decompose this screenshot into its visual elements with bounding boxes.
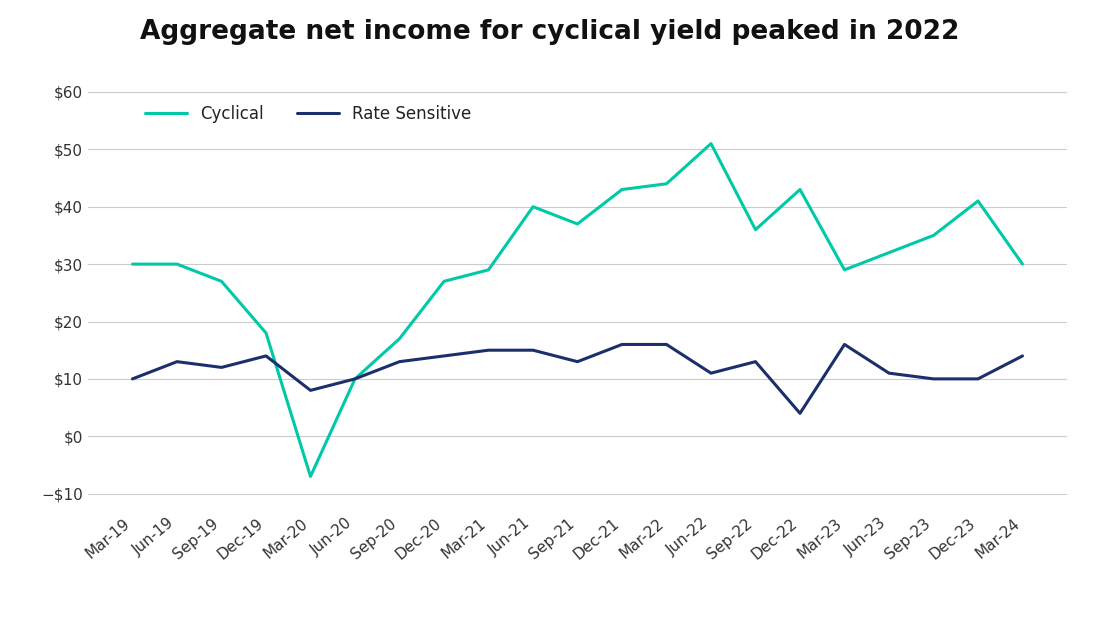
Cyclical — [749, 226, 762, 234]
Rate Sensitive — [170, 358, 184, 366]
Rate Sensitive — [927, 375, 940, 383]
Rate Sensitive — [793, 409, 806, 417]
Rate Sensitive — [260, 352, 273, 359]
Cyclical — [393, 335, 406, 343]
Rate Sensitive — [882, 369, 895, 377]
Rate Sensitive — [704, 369, 717, 377]
Cyclical — [660, 180, 673, 188]
Cyclical — [927, 232, 940, 239]
Cyclical — [170, 260, 184, 268]
Cyclical — [349, 375, 362, 383]
Rate Sensitive — [749, 358, 762, 366]
Cyclical — [214, 278, 228, 285]
Cyclical — [971, 197, 984, 205]
Rate Sensitive — [971, 375, 984, 383]
Cyclical — [125, 260, 139, 268]
Rate Sensitive — [125, 375, 139, 383]
Cyclical — [882, 249, 895, 257]
Cyclical — [438, 278, 451, 285]
Cyclical — [260, 329, 273, 336]
Cyclical — [482, 266, 495, 273]
Rate Sensitive — [838, 341, 851, 348]
Cyclical — [1016, 260, 1030, 268]
Rate Sensitive — [527, 346, 540, 354]
Rate Sensitive — [615, 341, 628, 348]
Rate Sensitive — [304, 387, 317, 394]
Legend: Cyclical, Rate Sensitive: Cyclical, Rate Sensitive — [145, 105, 472, 123]
Cyclical — [304, 473, 317, 480]
Cyclical — [704, 140, 717, 148]
Cyclical — [571, 220, 584, 227]
Rate Sensitive — [1016, 352, 1030, 359]
Rate Sensitive — [438, 352, 451, 359]
Cyclical — [793, 186, 806, 193]
Line: Cyclical: Cyclical — [132, 144, 1023, 477]
Rate Sensitive — [393, 358, 406, 366]
Cyclical — [527, 203, 540, 211]
Line: Rate Sensitive: Rate Sensitive — [132, 345, 1023, 413]
Cyclical — [838, 266, 851, 273]
Cyclical — [615, 186, 628, 193]
Rate Sensitive — [482, 346, 495, 354]
Rate Sensitive — [349, 375, 362, 383]
Rate Sensitive — [214, 364, 228, 371]
Rate Sensitive — [660, 341, 673, 348]
Rate Sensitive — [571, 358, 584, 366]
Text: Aggregate net income for cyclical yield peaked in 2022: Aggregate net income for cyclical yield … — [141, 19, 959, 45]
